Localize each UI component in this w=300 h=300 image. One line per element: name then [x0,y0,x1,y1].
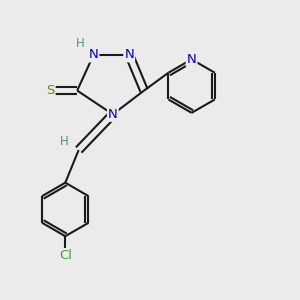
Text: N: N [124,48,134,62]
Text: N: N [108,108,118,121]
Text: Cl: Cl [59,249,72,262]
Text: H: H [59,135,68,148]
Text: S: S [46,84,55,97]
Text: H: H [76,37,85,50]
Text: N: N [89,48,98,62]
Text: N: N [187,53,196,66]
